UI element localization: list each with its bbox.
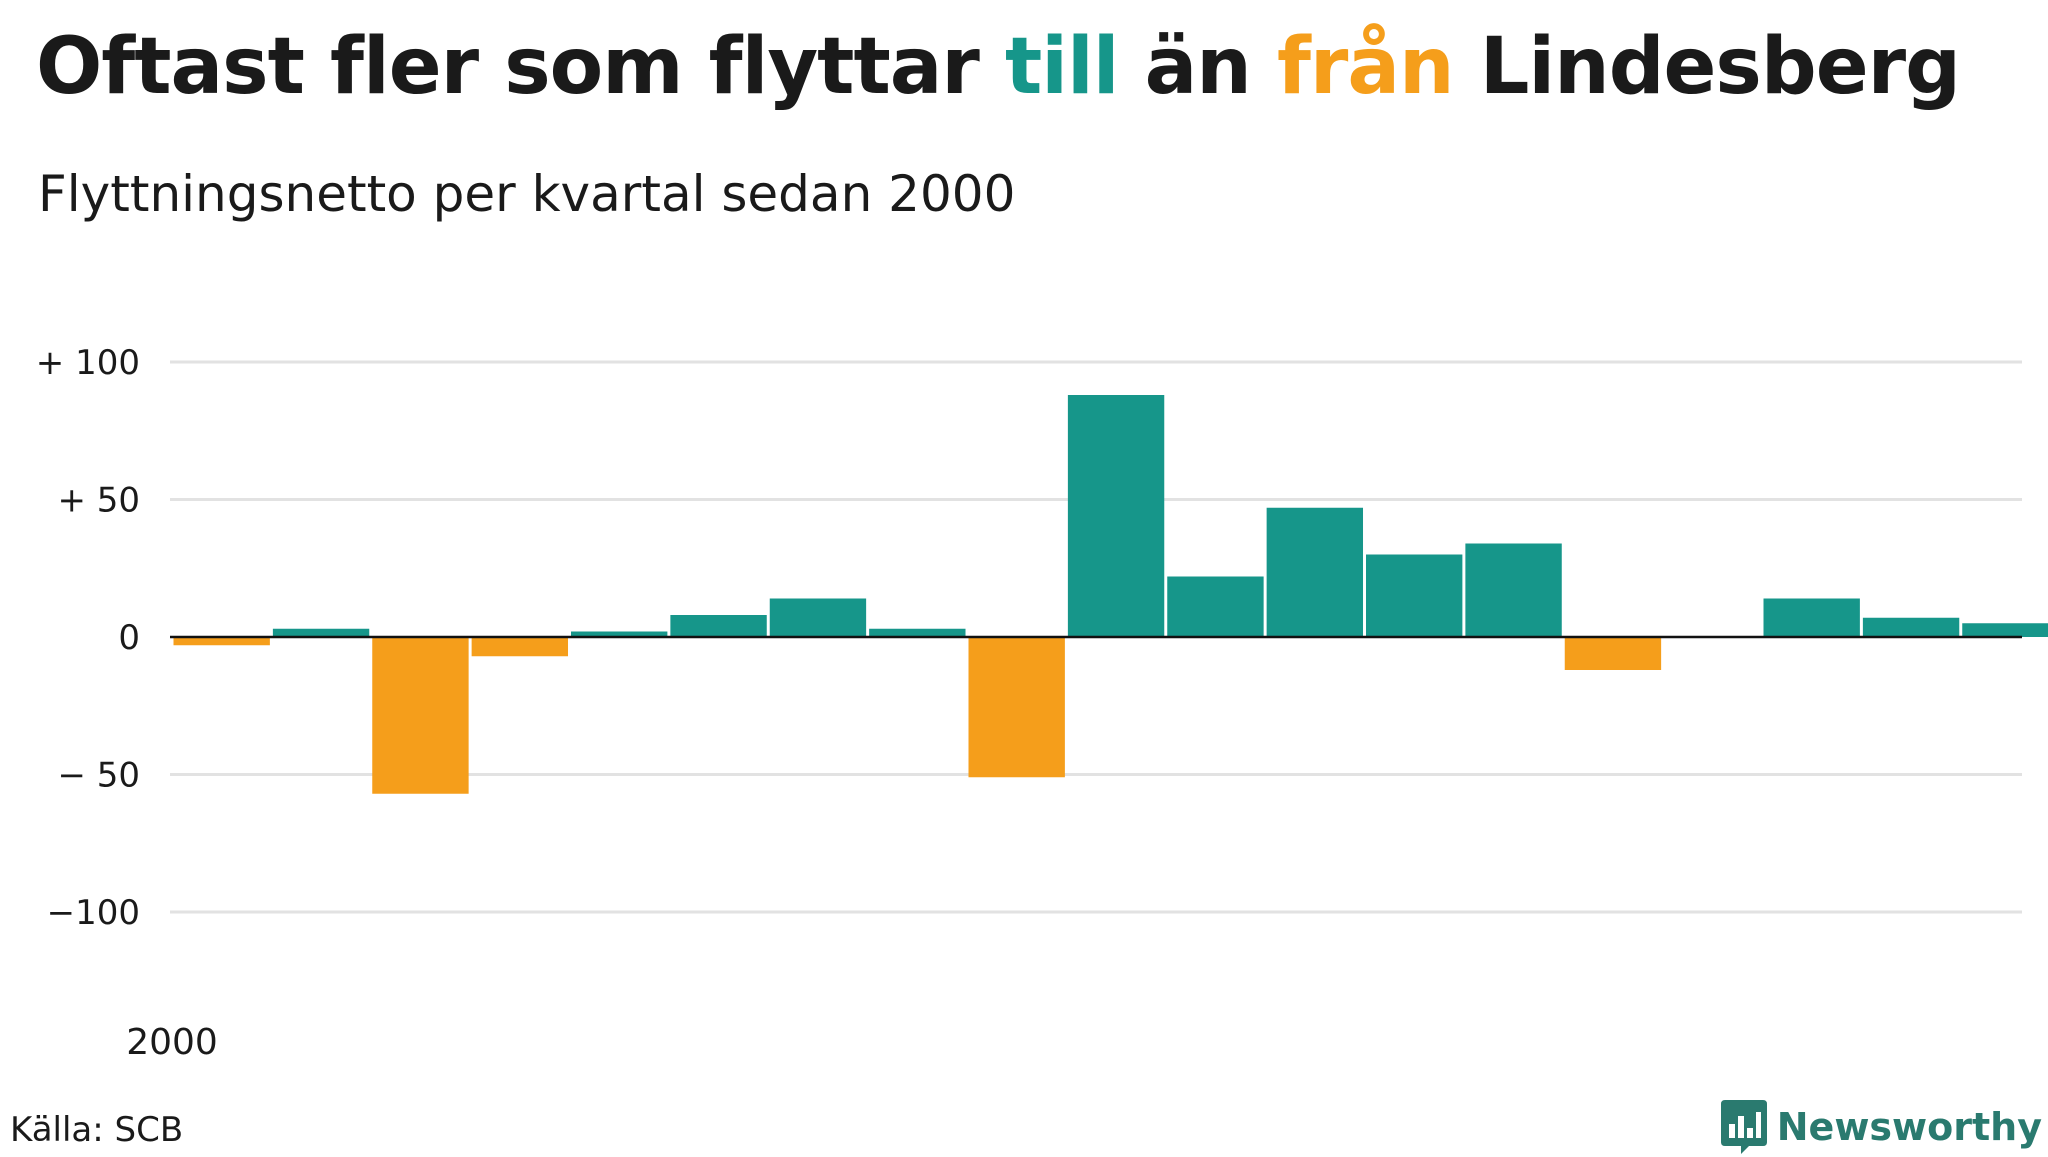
bar xyxy=(770,599,866,638)
bars-layer xyxy=(174,302,2048,957)
bar xyxy=(1962,623,2048,637)
source-note: Källa: SCB xyxy=(10,1110,183,1150)
bar xyxy=(969,637,1065,777)
bar xyxy=(1267,508,1363,637)
bar xyxy=(1565,637,1661,670)
bar xyxy=(1465,544,1561,638)
bar xyxy=(1764,599,1860,638)
y-tick-label: − 50 xyxy=(57,756,140,796)
y-tick-label: 0 xyxy=(118,618,140,658)
x-tick-label: 2000 xyxy=(126,1022,218,1063)
brand-logo: Newsworthy xyxy=(1721,1097,2042,1157)
bar xyxy=(472,637,568,656)
bar xyxy=(372,637,468,794)
bar xyxy=(1068,395,1164,637)
bar xyxy=(1167,577,1263,638)
y-tick-label: + 100 xyxy=(36,343,140,383)
bar xyxy=(1366,555,1462,638)
bar-chart-icon xyxy=(1721,1100,1767,1154)
bar xyxy=(1863,618,1959,637)
brand-name: Newsworthy xyxy=(1777,1105,2042,1149)
bar xyxy=(670,615,766,637)
y-tick-label: + 50 xyxy=(57,481,140,521)
y-tick-label: −100 xyxy=(47,893,140,933)
